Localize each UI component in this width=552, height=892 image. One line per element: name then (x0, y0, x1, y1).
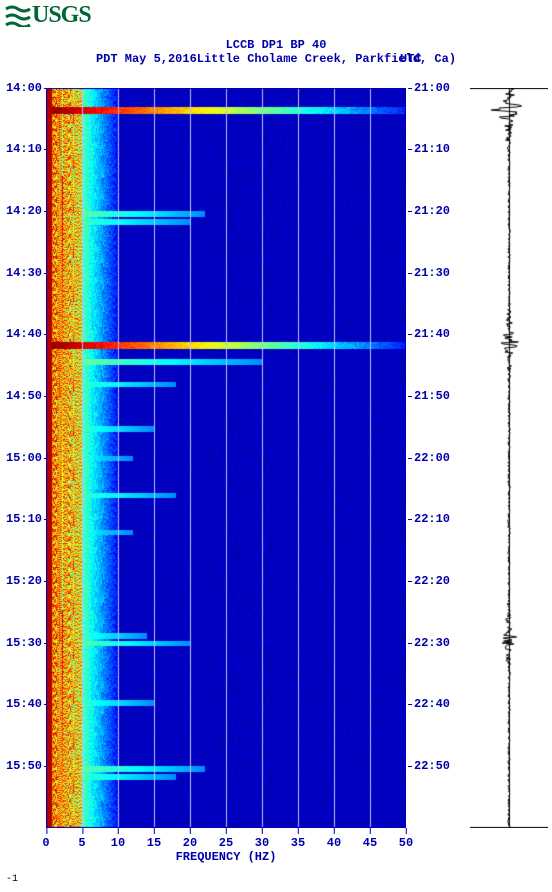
y-left-tick: 14:20 (0, 205, 42, 217)
y-right-tick: 21:10 (414, 143, 456, 155)
x-tick: 40 (327, 836, 341, 850)
y-left-tick: 14:00 (0, 82, 42, 94)
tz-right-label: UTC (400, 52, 422, 66)
x-axis-label: FREQUENCY (HZ) (176, 850, 277, 864)
plot-date: PDT May 5,2016 (96, 52, 197, 66)
y-left-tick: 15:30 (0, 637, 42, 649)
waveform-canvas (470, 88, 548, 828)
y-left-tick: 15:50 (0, 760, 42, 772)
y-left-tick: 15:40 (0, 698, 42, 710)
y-left-tick: 15:10 (0, 513, 42, 525)
y-left-tick: 14:40 (0, 328, 42, 340)
y-right-tick: 21:50 (414, 390, 456, 402)
plot-header: LCCB DP1 BP 40 PDT May 5,2016Little Chol… (0, 38, 552, 66)
x-tick: 0 (42, 836, 49, 850)
plot-title: LCCB DP1 BP 40 (0, 38, 552, 52)
spectrogram-canvas (46, 88, 406, 828)
y-right-tick: 22:40 (414, 698, 456, 710)
footer-mark: -1 (6, 874, 18, 885)
y-right-tick: 21:20 (414, 205, 456, 217)
y-axis-right: 21:0021:1021:2021:3021:4021:5022:0022:10… (410, 88, 458, 828)
x-tick: 25 (219, 836, 233, 850)
x-tick: 10 (111, 836, 125, 850)
y-right-tick: 21:00 (414, 82, 456, 94)
x-tick: 20 (183, 836, 197, 850)
y-left-tick: 14:30 (0, 267, 42, 279)
x-tick: 15 (147, 836, 161, 850)
x-axis: FREQUENCY (HZ) 05101520253035404550 (46, 828, 406, 858)
y-right-tick: 21:40 (414, 328, 456, 340)
spectrogram-plot (46, 88, 406, 828)
y-left-tick: 15:20 (0, 575, 42, 587)
x-tick: 5 (78, 836, 85, 850)
waveform-panel (470, 88, 548, 828)
x-tick: 50 (399, 836, 413, 850)
y-right-tick: 22:00 (414, 452, 456, 464)
y-right-tick: 21:30 (414, 267, 456, 279)
y-right-tick: 22:20 (414, 575, 456, 587)
y-right-tick: 22:30 (414, 637, 456, 649)
x-tick: 35 (291, 836, 305, 850)
y-axis-left: 14:0014:1014:2014:3014:4014:5015:0015:10… (0, 88, 46, 828)
usgs-logo-text: USGS (32, 2, 91, 28)
y-left-tick: 14:50 (0, 390, 42, 402)
usgs-logo: USGS (4, 2, 91, 29)
y-left-tick: 14:10 (0, 143, 42, 155)
y-right-tick: 22:50 (414, 760, 456, 772)
y-left-tick: 15:00 (0, 452, 42, 464)
x-tick: 30 (255, 836, 269, 850)
x-tick: 45 (363, 836, 377, 850)
y-right-tick: 22:10 (414, 513, 456, 525)
